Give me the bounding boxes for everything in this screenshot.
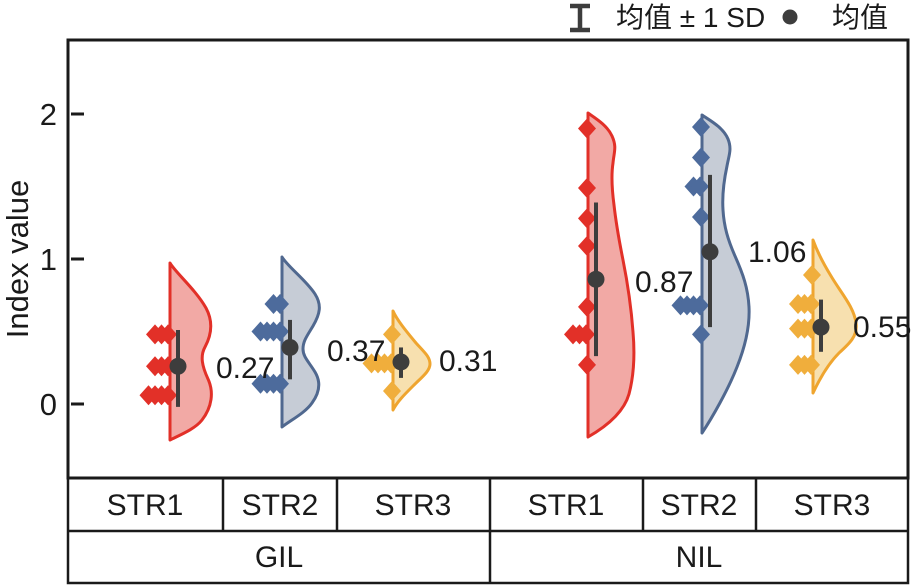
data-point-diamond [159,324,177,345]
data-point-diamond [383,380,401,401]
data-point-diamond [692,324,710,345]
group-label-nil: NIL [676,541,723,574]
stratum-label-gil-str3: STR3 [375,489,452,522]
mean-value-label-nil-str3: 0.55 [853,311,911,344]
violin-nil-str3 [811,238,858,395]
category-table [66,476,910,585]
mean-value-label-gil-str3: 0.31 [439,345,497,378]
legend-errorbar-label: 均值 ± 1 SD [616,2,765,33]
stratum-label-nil-str3: STR3 [794,489,871,522]
y-axis-title: Index value [0,180,35,339]
data-point-diamond [271,373,289,394]
data-point-diamond [578,296,596,317]
stratum-label-gil-str2: STR2 [242,489,319,522]
data-point-diamond [578,354,596,375]
data-point-diamond [577,324,595,345]
data-point-diamond [578,208,596,229]
mean-dot [392,353,410,371]
mean-value-label-nil-str1: 0.87 [635,266,693,299]
mean-value-label-nil-str2: 1.06 [748,236,806,269]
data-point-diamond [803,264,821,285]
data-point-diamond [692,206,710,227]
data-point-diamond [692,147,710,168]
violin-gil-str1 [168,261,213,442]
mean-dot [281,338,299,356]
mean-dot [812,318,830,336]
stratum-label-gil-str1: STR1 [107,489,184,522]
data-point-diamond [159,385,177,406]
data-point-diamond [802,293,820,314]
data-point-diamond [691,176,709,197]
mean-value-label-gil-str2: 0.37 [327,335,385,368]
mean-dot [701,243,719,261]
violin-nil-str2 [700,113,751,435]
data-point-diamond [383,324,401,345]
mean-dot-legend-icon [782,9,798,25]
data-point-diamond [802,354,820,375]
mean-dot [169,357,187,375]
violin-shapes [168,111,858,442]
data-point-diamond [271,293,289,314]
data-point-diamond [271,321,289,342]
errorbar-legend-icon [570,3,590,33]
data-point-diamond [692,117,710,138]
y-axis-ticks [71,112,84,406]
data-point-diamond [578,177,596,198]
data-marks [139,117,830,407]
data-point-diamond [578,118,596,139]
group-label-gil: GIL [255,541,303,574]
data-point-diamond [691,295,709,316]
mean-value-label-gil-str1: 0.27 [216,352,274,385]
legend-mean-label: 均值 [832,2,888,33]
stratum-label-nil-str1: STR1 [528,489,605,522]
violin-gil-str3 [391,309,432,412]
y-tick-label-2: 2 [40,97,57,132]
data-point-diamond [578,235,596,256]
violin-gil-str2 [280,255,321,429]
mean-dot [587,270,605,288]
violin-nil-str1 [586,111,636,439]
legend: 均值 ± 1 SD 均值 [570,2,888,33]
y-tick-label-1: 1 [40,242,57,277]
stratum-label-nil-str2: STR2 [661,489,738,522]
y-tick-label-0: 0 [40,387,57,422]
